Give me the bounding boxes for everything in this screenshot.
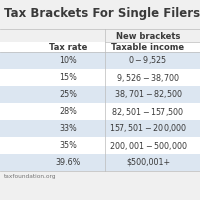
Bar — [0, 86, 200, 103]
Text: $157,501-$200,000: $157,501-$200,000 — [109, 122, 187, 134]
Text: taxfoundation.org: taxfoundation.org — [4, 174, 57, 179]
Bar — [0, 103, 200, 120]
Text: Tax rate: Tax rate — [49, 43, 87, 52]
Text: 10%: 10% — [59, 56, 77, 65]
Bar — [0, 154, 200, 171]
Text: 25%: 25% — [59, 90, 77, 99]
Text: 39.6%: 39.6% — [55, 158, 81, 167]
Text: 28%: 28% — [59, 107, 77, 116]
Text: 33%: 33% — [59, 124, 77, 133]
Text: $9,526-$38,700: $9,526-$38,700 — [116, 72, 180, 84]
Text: $82,501-$157,500: $82,501-$157,500 — [111, 106, 185, 117]
Bar — [0, 42, 200, 52]
Text: 35%: 35% — [59, 141, 77, 150]
Text: $38,701-$82,500: $38,701-$82,500 — [114, 88, 182, 100]
Bar — [0, 137, 200, 154]
Bar — [0, 52, 200, 69]
Text: $500,001+: $500,001+ — [126, 158, 170, 167]
Bar — [0, 69, 200, 86]
Bar — [0, 120, 200, 137]
Text: Taxable income: Taxable income — [111, 43, 185, 52]
Text: New brackets: New brackets — [116, 32, 180, 41]
Text: $200,001-$500,000: $200,001-$500,000 — [109, 140, 187, 152]
Text: Tax Brackets For Single Filers: Tax Brackets For Single Filers — [4, 7, 200, 20]
Text: $0-$9,525: $0-$9,525 — [128, 54, 168, 66]
Text: 15%: 15% — [59, 73, 77, 82]
